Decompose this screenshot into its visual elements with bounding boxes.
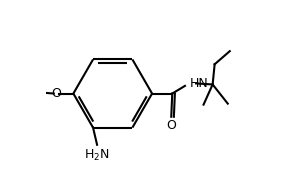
Text: O: O [51, 87, 61, 100]
Text: HN: HN [189, 77, 208, 90]
Text: H$_2$N: H$_2$N [84, 148, 110, 163]
Text: O: O [166, 119, 176, 132]
